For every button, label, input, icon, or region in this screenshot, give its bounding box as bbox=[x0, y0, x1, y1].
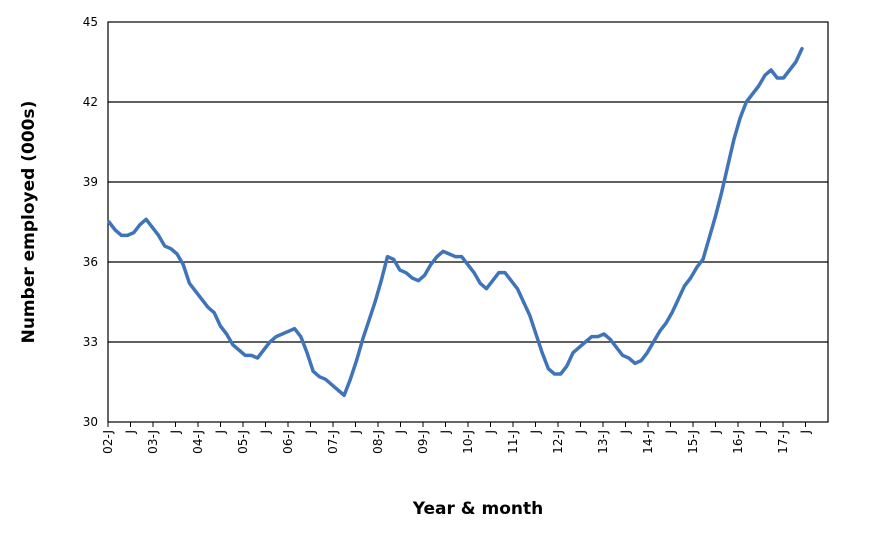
x-tick-label: J bbox=[664, 430, 678, 435]
x-tick-label: 08-J bbox=[371, 430, 385, 454]
x-tick-label: J bbox=[214, 430, 228, 435]
x-tick-label: 09-J bbox=[416, 430, 430, 454]
x-tick-label: J bbox=[619, 430, 633, 435]
x-tick-label: J bbox=[439, 430, 453, 435]
plot-area bbox=[107, 21, 829, 423]
y-tick-label: 42 bbox=[83, 95, 98, 109]
x-tick-label: 12-J bbox=[551, 430, 565, 454]
y-tick-label: 30 bbox=[83, 415, 98, 429]
x-tick-label: 16-J bbox=[731, 430, 745, 454]
y-axis-ticks: 30 33 36 39 42 45 bbox=[83, 15, 98, 429]
x-axis-title: Year & month bbox=[412, 499, 544, 519]
x-tick-label: J bbox=[259, 430, 273, 435]
x-tick-label: 05-J bbox=[236, 430, 250, 454]
x-tick-label: J bbox=[709, 430, 723, 435]
y-tick-label: 33 bbox=[83, 335, 98, 349]
x-tick-label: 10-J bbox=[461, 430, 475, 454]
y-axis-title: Number employed (000s) bbox=[19, 101, 39, 344]
x-tick-label: J bbox=[349, 430, 363, 435]
x-tick-label: J bbox=[529, 430, 543, 435]
x-tick-label: J bbox=[169, 430, 183, 435]
x-tick-label: J bbox=[484, 430, 498, 435]
series-line bbox=[107, 46, 804, 398]
x-tick-label: J bbox=[754, 430, 768, 435]
x-tick-label: J bbox=[394, 430, 408, 435]
y-tick-label: 36 bbox=[83, 255, 98, 269]
x-tick-label: 03-J bbox=[146, 430, 160, 454]
x-tick-label: 04-J bbox=[191, 430, 205, 454]
x-tick-label: 17-J bbox=[776, 430, 790, 454]
gridlines bbox=[108, 101, 828, 343]
x-tick-label: J bbox=[799, 430, 813, 435]
x-tick-label: J bbox=[574, 430, 588, 435]
x-axis-ticks: 02-J J 03-J J 04-J J 05-J J 06-J J 07-J J 08-J J 09-J J… bbox=[101, 422, 813, 454]
y-tick-label: 39 bbox=[83, 175, 98, 189]
x-tick-label: 06-J bbox=[281, 430, 295, 454]
x-tick-label: 02-J bbox=[101, 430, 115, 454]
x-tick-label: J bbox=[124, 430, 138, 435]
y-tick-label: 45 bbox=[83, 15, 98, 29]
x-tick-label: 07-J bbox=[326, 430, 340, 454]
x-tick-label: 13-J bbox=[596, 430, 610, 454]
x-tick-label: 15-J bbox=[686, 430, 700, 454]
x-tick-label: J bbox=[304, 430, 318, 435]
x-tick-label: 14-J bbox=[641, 430, 655, 454]
x-tick-label: 11-J bbox=[506, 430, 520, 454]
